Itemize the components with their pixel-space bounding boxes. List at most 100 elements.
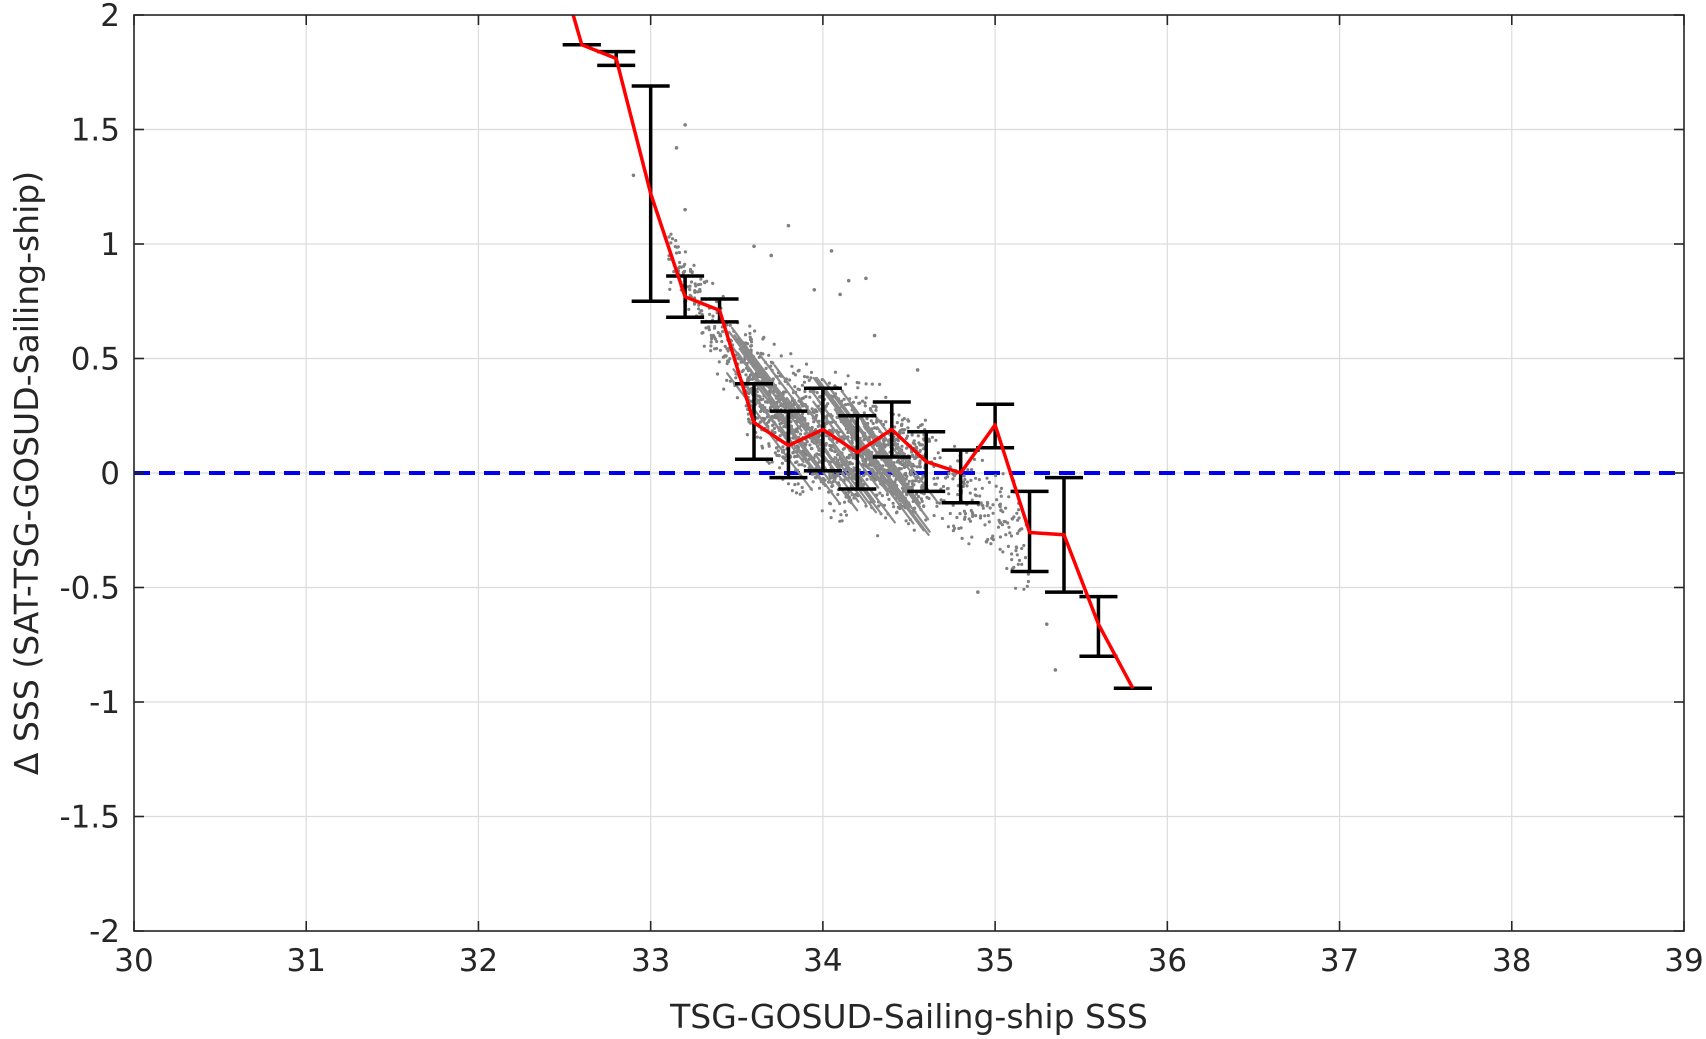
- scatter-point: [850, 462, 855, 466]
- scatter-point: [683, 123, 687, 127]
- scatter-point: [1014, 586, 1018, 590]
- scatter-point: [827, 381, 832, 385]
- scatter-point: [855, 380, 859, 385]
- scatter-point: [920, 443, 925, 447]
- scatter-point: [921, 447, 925, 451]
- scatter-point: [801, 396, 805, 400]
- scatter-point: [802, 380, 807, 384]
- scatter-point: [844, 382, 848, 386]
- scatter-point: [828, 502, 833, 506]
- scatter-point: [714, 346, 719, 351]
- error-bar: [941, 448, 980, 505]
- scatter-point: [762, 335, 766, 339]
- scatter-point: [688, 267, 693, 272]
- scatter-point: [990, 536, 994, 540]
- scatter-point: [807, 378, 811, 382]
- scatter-point: [1017, 516, 1021, 520]
- scatter-point: [720, 339, 724, 344]
- scatter-point: [953, 526, 957, 531]
- scatter-point: [974, 476, 978, 480]
- scatter-point: [910, 433, 914, 437]
- scatter-streak: [881, 474, 925, 532]
- scatter-point: [677, 250, 682, 255]
- scatter-point: [808, 443, 812, 447]
- scatter-point: [973, 493, 977, 497]
- scatter-point: [748, 331, 752, 335]
- scatter-point: [985, 504, 989, 508]
- scatter-point: [927, 439, 932, 443]
- scatter-point: [761, 352, 765, 356]
- scatter-point: [911, 453, 915, 457]
- scatter-point: [724, 354, 728, 358]
- scatter-point: [711, 333, 715, 337]
- scatter-point: [922, 504, 926, 508]
- scatter-point: [804, 362, 809, 366]
- scatter-point: [997, 518, 1001, 522]
- scatter-point: [986, 513, 990, 518]
- scatter-point: [786, 482, 791, 486]
- scatter-point: [899, 467, 903, 471]
- scatter-point: [770, 460, 774, 464]
- scatter-point: [699, 282, 703, 286]
- scatter-point: [746, 412, 751, 416]
- scatter-point: [728, 323, 732, 327]
- scatter-point: [748, 324, 752, 328]
- scatter-point: [932, 514, 936, 518]
- scatter-point: [689, 280, 694, 284]
- scatter-point: [667, 257, 671, 261]
- scatter-point: [828, 443, 832, 448]
- scatter-point: [920, 499, 924, 503]
- scatter-point: [748, 338, 753, 342]
- scatter-point: [870, 382, 874, 386]
- scatter-point: [761, 446, 765, 450]
- scatter-point: [1008, 531, 1012, 535]
- scatter-point: [817, 486, 822, 490]
- scatter-point: [998, 547, 1002, 551]
- scatter-point: [808, 395, 812, 399]
- scatter-point: [791, 371, 796, 375]
- scatter-point: [996, 525, 1001, 529]
- scatter-point: [920, 423, 924, 427]
- scatter-streak: [833, 456, 878, 514]
- scatter-point: [815, 413, 819, 417]
- scatter-point: [759, 409, 763, 414]
- scatter-point: [906, 426, 910, 430]
- scatter-point: [772, 342, 776, 346]
- scatter-point: [749, 344, 754, 348]
- scatter-point: [734, 376, 738, 380]
- scatter-point: [1017, 508, 1021, 512]
- scatter-point: [915, 492, 919, 496]
- scatter-point: [809, 370, 814, 374]
- scatter-point: [784, 458, 788, 462]
- scatter-point: [702, 344, 706, 348]
- scatter-point: [798, 492, 802, 496]
- scatter-point: [874, 405, 878, 409]
- scatter-point: [781, 445, 785, 449]
- scatter-point: [936, 451, 940, 455]
- scatter-point: [956, 493, 960, 497]
- scatter-point: [841, 447, 845, 451]
- scatter-point: [995, 498, 999, 502]
- scatter-point: [911, 479, 915, 483]
- scatter-point: [710, 337, 714, 341]
- scatter-point: [971, 512, 975, 517]
- scatter-point: [725, 378, 729, 382]
- scatter-point: [938, 501, 942, 505]
- scatter-point: [836, 492, 840, 497]
- scatter-point: [905, 434, 910, 438]
- scatter-point: [688, 293, 692, 297]
- scatter-point: [771, 423, 775, 427]
- scatter-point: [999, 486, 1004, 490]
- scatter-point: [794, 427, 798, 431]
- scatter-point: [833, 473, 837, 478]
- scatter-point: [842, 500, 847, 504]
- scatter-point: [817, 453, 822, 457]
- y-tick-label: 2: [100, 0, 120, 34]
- scatter-streak: [886, 478, 930, 537]
- scatter-streak: [833, 408, 878, 466]
- scatter-point: [851, 400, 856, 404]
- scatter-point: [683, 250, 688, 254]
- scatter-point: [970, 498, 974, 502]
- scatter-point: [700, 309, 704, 313]
- scatter-point: [1004, 506, 1008, 510]
